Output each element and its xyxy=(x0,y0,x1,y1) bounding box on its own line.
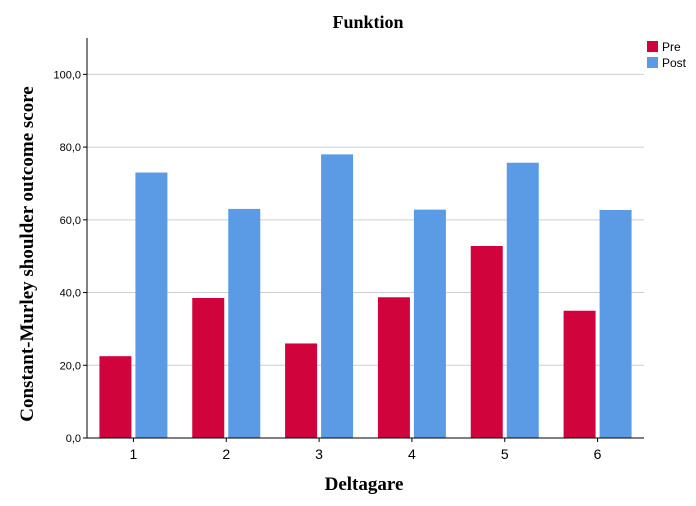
bar-post-2 xyxy=(228,208,261,438)
x-tick-label: 4 xyxy=(408,446,416,462)
x-tick-label: 5 xyxy=(501,446,509,462)
y-tick-label: 100,0 xyxy=(53,69,81,81)
legend: Pre Post xyxy=(647,40,687,70)
legend-label-post: Post xyxy=(662,56,687,70)
y-tick-label: 0,0 xyxy=(66,433,81,445)
bar-pre-5 xyxy=(470,246,503,438)
legend-label-pre: Pre xyxy=(662,40,681,54)
bar-post-4 xyxy=(413,209,446,438)
y-tick-label: 20,0 xyxy=(60,360,81,372)
x-tick-label: 2 xyxy=(222,446,230,462)
x-axis-title: Deltagare xyxy=(325,474,404,495)
bar-post-6 xyxy=(599,210,632,438)
y-tick-label: 40,0 xyxy=(60,288,81,300)
bar-pre-6 xyxy=(563,310,596,438)
gridlines xyxy=(87,73,644,366)
bar-post-5 xyxy=(506,162,539,438)
bar-pre-1 xyxy=(99,356,132,438)
chart-title: Funktion xyxy=(332,12,403,32)
x-tick-label: 1 xyxy=(130,446,138,462)
x-tick-label: 6 xyxy=(594,446,602,462)
bars xyxy=(99,154,632,438)
bar-pre-3 xyxy=(285,343,318,438)
bar-pre-2 xyxy=(192,298,225,438)
x-axis-ticks: 1 2 3 4 5 6 xyxy=(130,438,602,462)
bar-pre-4 xyxy=(377,297,410,438)
y-axis-ticks: 0,0 20,0 40,0 60,0 80,0 100,0 xyxy=(53,69,87,445)
y-axis-title: Constant-Murley shoulder outcome score xyxy=(17,86,38,421)
bar-post-3 xyxy=(321,154,354,438)
y-tick-label: 60,0 xyxy=(60,215,81,227)
y-tick-label: 80,0 xyxy=(60,142,81,154)
x-tick-label: 3 xyxy=(315,446,323,462)
legend-swatch-pre xyxy=(647,41,658,52)
bar-post-1 xyxy=(135,172,168,438)
legend-swatch-post xyxy=(647,57,658,68)
